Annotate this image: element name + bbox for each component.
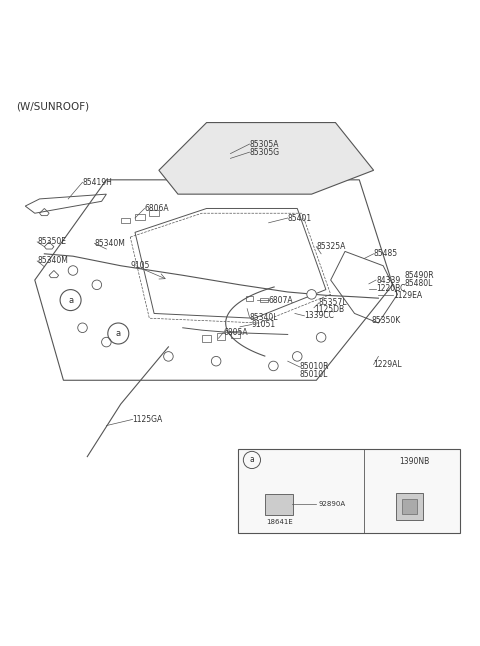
Circle shape [68, 266, 78, 275]
Circle shape [102, 337, 111, 347]
Text: 1390NB: 1390NB [414, 486, 444, 495]
Text: 1229AL: 1229AL [373, 360, 402, 369]
Text: 6807A: 6807A [269, 296, 293, 305]
Text: 1220BC: 1220BC [376, 284, 406, 293]
Circle shape [269, 361, 278, 371]
FancyBboxPatch shape [238, 450, 459, 533]
Text: 6805A: 6805A [223, 328, 248, 337]
Text: 85480L: 85480L [405, 279, 433, 288]
Circle shape [307, 289, 316, 299]
Text: 1339CC: 1339CC [304, 311, 334, 320]
Text: a: a [116, 329, 121, 338]
Text: 92890A: 92890A [319, 501, 346, 507]
Text: 1390NB: 1390NB [399, 457, 429, 466]
Text: 9105: 9105 [130, 261, 150, 270]
Polygon shape [159, 123, 373, 194]
Text: a: a [250, 455, 254, 464]
Text: 92890A: 92890A [319, 510, 348, 518]
Circle shape [78, 323, 87, 333]
Text: 91051: 91051 [252, 320, 276, 329]
Text: 85010R: 85010R [300, 362, 329, 371]
Text: 18641E: 18641E [285, 502, 314, 511]
Text: 85490R: 85490R [405, 271, 434, 280]
Text: 18641E: 18641E [266, 519, 292, 525]
Text: 1129EA: 1129EA [393, 291, 422, 300]
FancyBboxPatch shape [396, 494, 423, 520]
Text: 6806A: 6806A [144, 204, 169, 213]
Text: a: a [68, 296, 73, 305]
FancyBboxPatch shape [402, 499, 417, 514]
Text: 85325A: 85325A [316, 242, 346, 251]
Text: 85485: 85485 [373, 249, 398, 258]
Text: 85350E: 85350E [37, 237, 66, 246]
Text: 1125GA: 1125GA [132, 415, 163, 424]
FancyBboxPatch shape [265, 494, 293, 515]
Text: 85350K: 85350K [371, 316, 400, 325]
Text: 85305A: 85305A [250, 140, 279, 149]
Text: (W/SUNROOF): (W/SUNROOF) [16, 101, 89, 111]
Text: 85340M: 85340M [37, 256, 68, 266]
Circle shape [316, 333, 326, 342]
Circle shape [211, 357, 221, 366]
Text: 84339: 84339 [376, 276, 400, 284]
Text: 85419H: 85419H [83, 178, 112, 187]
Text: 85340L: 85340L [250, 313, 278, 322]
Text: a: a [262, 483, 266, 492]
Circle shape [92, 280, 102, 289]
Text: 85340M: 85340M [95, 239, 125, 248]
Text: 85401: 85401 [288, 214, 312, 222]
Text: 85357L: 85357L [319, 298, 347, 307]
Text: 85010L: 85010L [300, 370, 328, 379]
Circle shape [164, 351, 173, 361]
Text: 1125DB: 1125DB [314, 305, 344, 314]
Circle shape [292, 351, 302, 361]
Text: 85305G: 85305G [250, 148, 280, 156]
